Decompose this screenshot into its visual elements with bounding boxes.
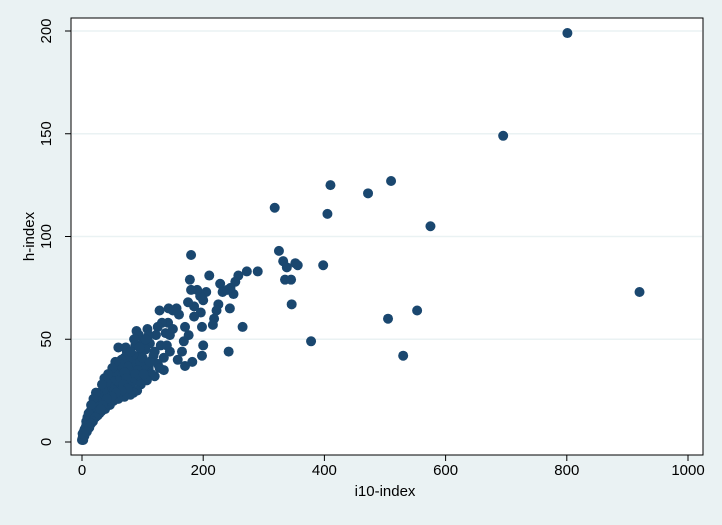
data-point: [125, 346, 136, 357]
x-tick-label: 0: [78, 462, 86, 479]
x-tick-label: 400: [312, 462, 337, 479]
data-point: [161, 340, 172, 351]
y-tick-label: 50: [38, 331, 55, 348]
data-point: [180, 360, 191, 371]
data-point: [196, 350, 207, 361]
data-point: [196, 321, 207, 332]
data-point: [130, 369, 141, 380]
data-point: [322, 208, 333, 219]
data-point: [81, 426, 92, 437]
data-point: [95, 404, 106, 415]
data-point: [150, 330, 161, 341]
data-point: [318, 260, 329, 271]
data-point: [131, 326, 142, 337]
data-point: [383, 313, 394, 324]
y-tick-label: 150: [38, 121, 55, 146]
data-point: [425, 221, 436, 232]
x-tick-label: 800: [554, 462, 579, 479]
data-point: [152, 321, 163, 332]
data-point: [149, 371, 160, 382]
x-tick-label: 1000: [671, 462, 704, 479]
data-point: [96, 379, 107, 390]
data-point: [134, 342, 145, 353]
data-point: [498, 130, 509, 141]
data-point: [138, 369, 149, 380]
data-point: [187, 356, 198, 367]
data-point: [184, 274, 195, 285]
y-axis-title: h-index: [21, 211, 38, 261]
data-point: [292, 260, 303, 271]
data-point: [158, 352, 169, 363]
data-point: [172, 354, 183, 365]
data-point: [207, 319, 218, 330]
data-point: [224, 303, 235, 314]
data-points: [77, 28, 645, 445]
data-point: [180, 321, 191, 332]
data-point: [176, 346, 187, 357]
data-point: [286, 274, 297, 285]
data-point: [412, 305, 423, 316]
data-point: [223, 346, 234, 357]
data-point: [186, 284, 197, 295]
x-tick-label: 200: [191, 462, 216, 479]
data-point: [154, 305, 165, 316]
data-point: [222, 284, 233, 295]
data-point: [386, 176, 397, 187]
y-tick-label: 200: [38, 18, 55, 43]
data-point: [86, 400, 97, 411]
data-point: [562, 28, 573, 39]
data-point: [634, 286, 645, 297]
data-point: [113, 342, 124, 353]
data-point: [211, 305, 222, 316]
data-point: [325, 180, 336, 191]
data-point: [154, 363, 165, 374]
data-point: [137, 352, 148, 363]
x-axis-title: i10-index: [355, 483, 416, 500]
data-point: [252, 266, 263, 277]
y-tick-label: 0: [38, 438, 55, 446]
data-point: [164, 330, 175, 341]
data-point: [144, 356, 155, 367]
data-point: [204, 270, 215, 281]
data-point: [281, 262, 292, 273]
data-point: [178, 336, 189, 347]
axes: 0 50 100 150 200 0 200 400 600 800 1000: [38, 18, 705, 479]
data-point: [306, 336, 317, 347]
data-point: [129, 334, 140, 345]
data-point: [198, 340, 209, 351]
data-point: [398, 350, 409, 361]
y-tick-label: 100: [38, 224, 55, 249]
data-point: [363, 188, 374, 199]
data-point: [286, 299, 297, 310]
data-point: [163, 303, 174, 314]
data-point: [273, 245, 284, 256]
data-point: [140, 334, 151, 345]
data-point: [183, 297, 194, 308]
data-point: [215, 278, 226, 289]
gridlines: [72, 30, 702, 340]
data-point: [241, 266, 252, 277]
x-tick-label: 600: [433, 462, 458, 479]
data-point: [269, 202, 280, 213]
data-point: [186, 249, 197, 260]
data-point: [237, 321, 248, 332]
data-point: [189, 311, 200, 322]
